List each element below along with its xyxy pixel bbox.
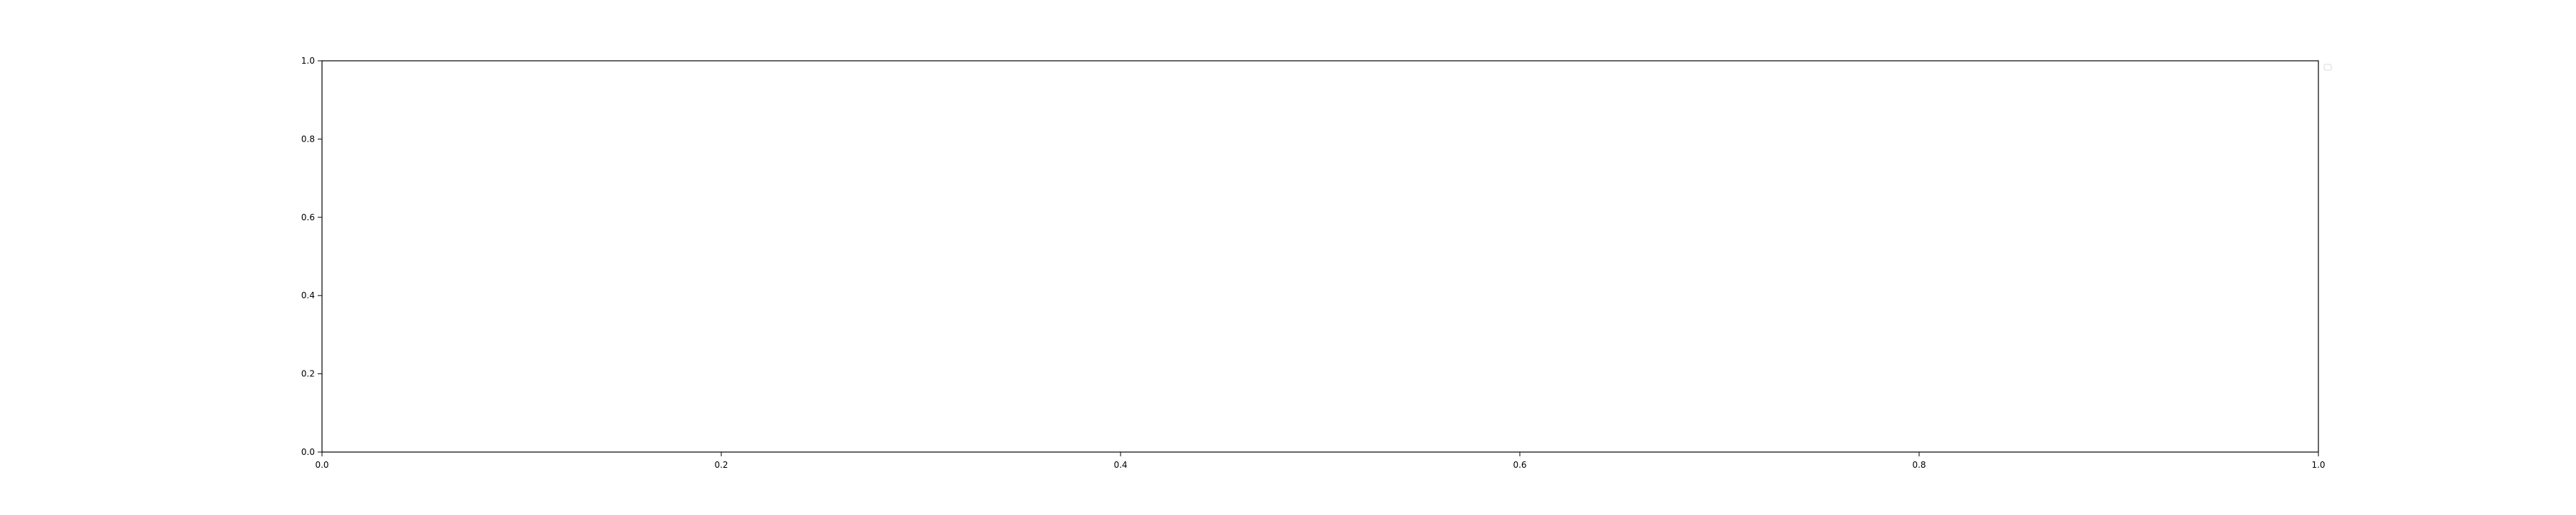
y-tick-label: 0.6 — [301, 212, 315, 222]
y-tick-label: 0.4 — [301, 290, 315, 300]
x-axis: 0.0 0.2 0.4 0.6 0.8 1.0 — [315, 452, 2326, 470]
y-tick-label: 0.0 — [301, 447, 315, 457]
y-tick-label: 1.0 — [301, 56, 315, 66]
legend — [2323, 64, 2332, 71]
x-tick-label: 0.4 — [1113, 460, 1127, 470]
x-tick-label: 0.0 — [315, 460, 328, 470]
x-tick-label: 0.6 — [1513, 460, 1526, 470]
axes-frame — [321, 60, 2319, 453]
y-tick-label: 0.8 — [301, 134, 315, 144]
y-tick-label: 0.2 — [301, 369, 315, 379]
x-tick-label: 1.0 — [2311, 460, 2325, 470]
plot-area — [321, 60, 2319, 453]
x-tick-label: 0.2 — [714, 460, 728, 470]
x-tick-label: 0.8 — [1912, 460, 1926, 470]
y-axis: 0.0 0.2 0.4 0.6 0.8 1.0 — [301, 56, 322, 457]
